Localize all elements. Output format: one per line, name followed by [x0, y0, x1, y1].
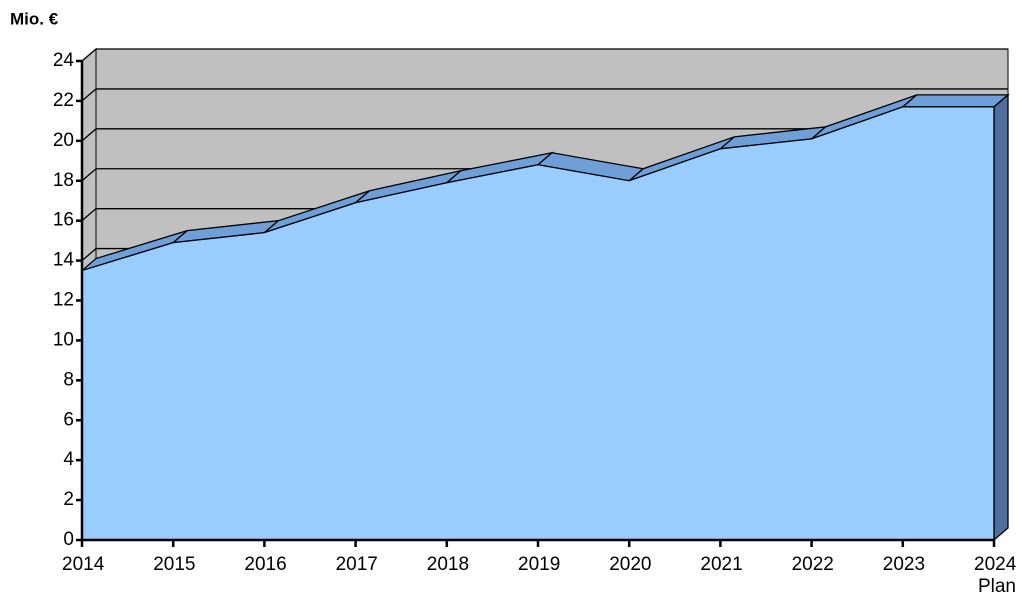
area-side — [993, 93, 1009, 542]
x-tick-label: 2023 — [882, 554, 926, 575]
y-tick-label: 6 — [63, 409, 74, 430]
y-tick-label: 24 — [53, 50, 75, 71]
x-tick-label: 2021 — [700, 554, 743, 575]
grid-line — [81, 48, 1008, 62]
area-top — [901, 94, 1010, 108]
x-tick-label: 2022 — [791, 554, 834, 575]
x-tick-label: 2018 — [426, 554, 470, 575]
y-tick-label: 14 — [53, 250, 75, 271]
y-tick-label: 22 — [53, 90, 74, 111]
y-tick-label: 20 — [53, 130, 74, 151]
x-tick-label: 2016 — [244, 554, 287, 575]
y-tick-label: 0 — [63, 529, 74, 550]
y-tick-label: 18 — [53, 170, 74, 191]
y-tick-label: 4 — [63, 449, 74, 470]
x-tick-label: 2014 — [62, 554, 105, 575]
grid-line — [81, 128, 1008, 142]
x-tick-label: 2020 — [609, 554, 652, 575]
y-tick-label: 2 — [63, 489, 74, 510]
x-tick-label: 2015 — [153, 554, 196, 575]
y-tick-label: 12 — [53, 290, 74, 311]
x-tick-label: 2019 — [518, 554, 561, 575]
y-tick-label: 16 — [53, 210, 74, 231]
area — [81, 106, 995, 541]
y-tick-label: 8 — [63, 369, 74, 390]
grid-line — [81, 88, 1008, 102]
chart-title: Mio. € — [10, 9, 59, 28]
x-tick-label: 2024 Plan — [974, 554, 1017, 597]
y-tick-label: 10 — [53, 329, 74, 350]
x-tick-label: 2017 — [335, 554, 378, 575]
